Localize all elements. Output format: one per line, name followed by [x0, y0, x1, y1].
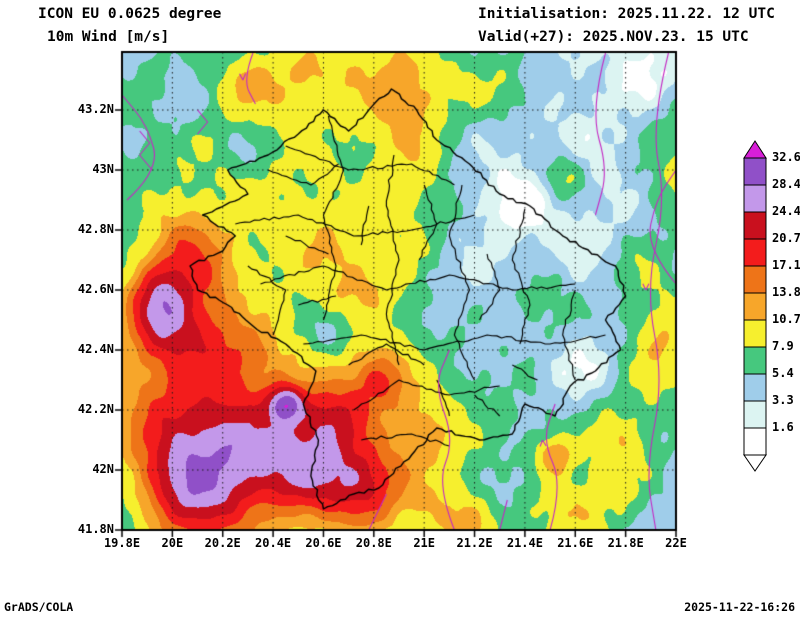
colorbar-tick-label: 28.4	[772, 177, 800, 191]
model-title: ICON EU 0.0625 degree	[38, 6, 222, 22]
x-tick-label: 20.6E	[305, 536, 342, 550]
colorbar-tick-label: 10.7	[772, 312, 800, 326]
colorbar-tick-label: 7.9	[772, 339, 794, 353]
colorbar-tick-label: 17.1	[772, 258, 800, 272]
valid-time-label: Valid(+27): 2025.NOV.23. 15 UTC	[478, 29, 749, 45]
colorbar-scale	[743, 140, 767, 472]
y-tick-label: 42.6N	[77, 282, 114, 296]
colorbar-tick-label: 1.6	[772, 420, 794, 434]
x-tick-label: 21E	[413, 536, 436, 550]
colorbar-band	[743, 265, 767, 294]
colorbar-band	[743, 373, 767, 402]
colorbar-band	[743, 427, 767, 456]
x-tick-label: 20.4E	[255, 536, 292, 550]
colorbar-tick-label: 24.4	[772, 204, 800, 218]
init-time-label: Initialisation: 2025.11.22. 12 UTC	[478, 6, 775, 22]
colorbar-band	[743, 184, 767, 213]
x-tick-label: 19.8E	[103, 536, 141, 550]
colorbar-band	[743, 211, 767, 240]
colorbar-tick-label: 5.4	[772, 366, 794, 380]
x-tick-label: 21.6E	[557, 536, 594, 550]
colorbar-tick-label: 3.3	[772, 393, 794, 407]
x-tick-label: 20.8E	[355, 536, 392, 550]
colorbar-band	[743, 238, 767, 267]
colorbar-band	[743, 400, 767, 429]
x-tick-label: 22E	[665, 536, 687, 550]
x-tick-label: 21.8E	[607, 536, 644, 550]
colorbar-tick-label: 20.7	[772, 231, 800, 245]
y-tick-label: 42N	[92, 462, 114, 476]
variable-title: 10m Wind [m/s]	[47, 29, 170, 45]
colorbar-band	[743, 292, 767, 321]
y-tick-label: 41.8N	[77, 522, 114, 536]
grads-credit: GrADS/COLA	[4, 600, 74, 614]
x-tick-label: 20.2E	[204, 536, 241, 550]
y-tick-label: 43N	[92, 162, 114, 176]
y-tick-label: 43.2N	[77, 102, 114, 116]
colorbar-tick-label: 13.8	[772, 285, 800, 299]
x-tick-label: 21.2E	[456, 536, 493, 550]
y-tick-label: 42.8N	[77, 222, 114, 236]
creation-timestamp: 2025-11-22-16:26	[684, 600, 795, 614]
colorbar-band	[743, 319, 767, 348]
y-tick-label: 42.4N	[77, 342, 114, 356]
colorbar-band	[743, 157, 767, 186]
y-tick-label: 42.2N	[77, 402, 114, 416]
x-tick-label: 21.4E	[506, 536, 543, 550]
colorbar-tick-label: 32.6	[772, 150, 800, 164]
x-tick-label: 20E	[161, 536, 184, 550]
colorbar-over-arrow	[743, 140, 767, 159]
colorbar-band	[743, 346, 767, 375]
colorbar-under-arrow	[743, 454, 767, 472]
